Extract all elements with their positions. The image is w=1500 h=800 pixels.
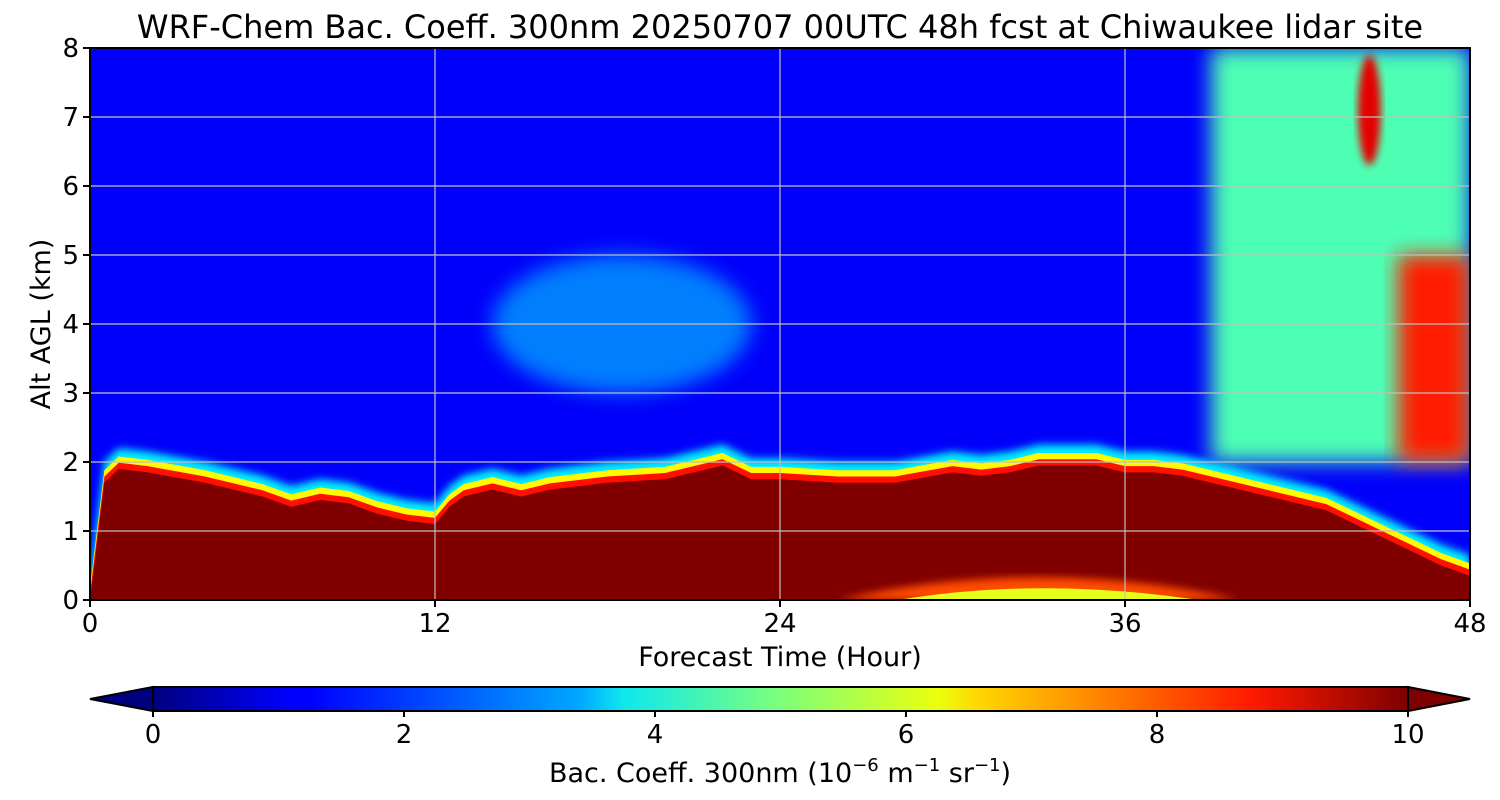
y-tick-label: 5 — [62, 241, 79, 271]
colorbar-tick-label: 4 — [647, 720, 664, 750]
colorbar-gradient — [152, 686, 1409, 712]
y-tick-label: 6 — [62, 172, 79, 202]
y-tick-label: 8 — [62, 34, 79, 64]
chart-title: WRF-Chem Bac. Coeff. 300nm 20250707 00UT… — [137, 8, 1423, 46]
x-tick-label: 12 — [418, 609, 451, 639]
upper-plume-core — [1357, 54, 1381, 166]
y-axis-label: Alt AGL (km) — [26, 239, 57, 410]
upper-plume-edge — [1398, 255, 1470, 462]
x-axis-label: Forecast Time (Hour) — [638, 642, 922, 673]
y-tick-label: 4 — [62, 310, 79, 340]
colorbar-label: Bac. Coeff. 300nm (10−6 m−1 sr−1) — [549, 755, 1011, 789]
y-tick-label: 1 — [62, 517, 79, 547]
y-tick-label: 0 — [62, 586, 79, 616]
colorbar-extend-high — [1407, 685, 1471, 713]
colorbar-tick-label: 6 — [898, 720, 915, 750]
x-tick-label: 36 — [1108, 609, 1141, 639]
colorbar-tick-label: 0 — [145, 720, 162, 750]
y-axis-ticks: 0 1 2 3 4 5 6 7 8 — [62, 34, 90, 616]
y-tick-label: 3 — [62, 379, 79, 409]
x-tick-label: 48 — [1453, 609, 1486, 639]
near-surface-minimum — [897, 588, 1200, 600]
colorbar-ticks: 0 2 4 6 8 10 — [145, 711, 1425, 750]
colorbar-tick-label: 8 — [1149, 720, 1166, 750]
x-tick-label: 0 — [82, 609, 99, 639]
colorbar-tick-label: 10 — [1391, 720, 1424, 750]
x-tick-label: 24 — [763, 609, 796, 639]
y-tick-label: 7 — [62, 103, 79, 133]
colorbar-tick-label: 2 — [396, 720, 413, 750]
y-tick-label: 2 — [62, 448, 79, 478]
colorbar: 0 2 4 6 8 10 Bac. Coeff. 300nm (10−6 m−1 sr−1… — [89, 685, 1471, 789]
x-axis-ticks: 0 12 24 36 48 — [82, 600, 1487, 639]
colorbar-extend-low — [89, 685, 154, 713]
